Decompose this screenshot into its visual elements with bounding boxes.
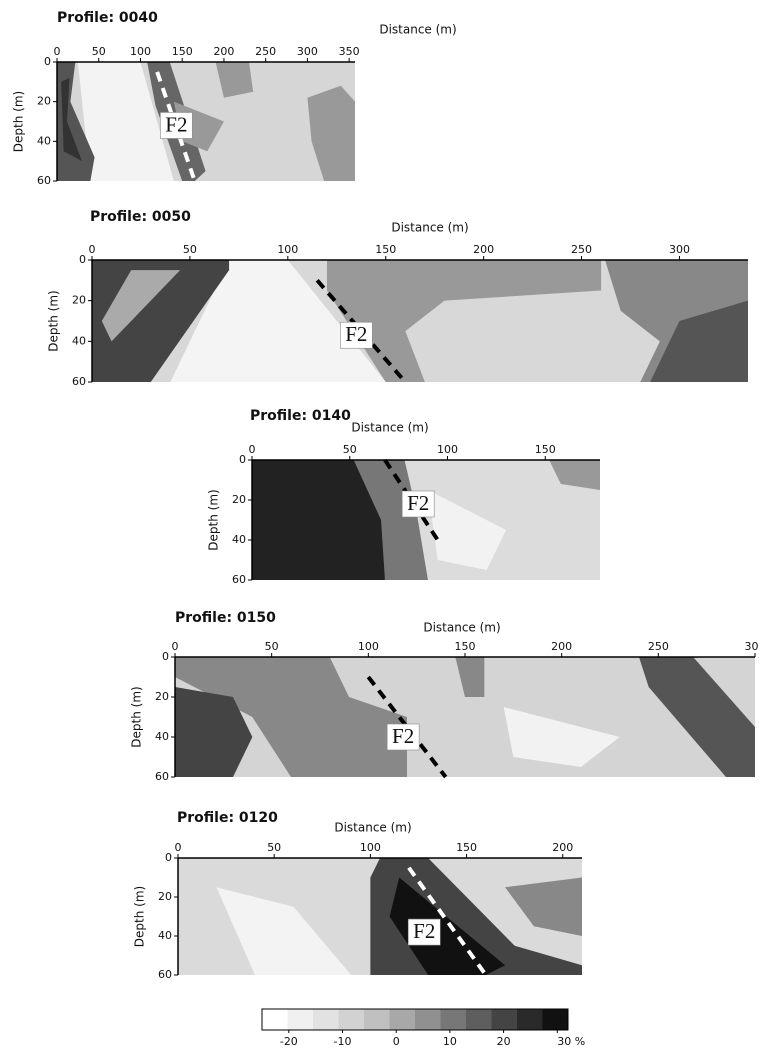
y-tick-label: 40 bbox=[232, 533, 246, 546]
x-axis-label: Distance (m) bbox=[351, 421, 428, 435]
colorbar-tick-label: 0 bbox=[393, 1035, 400, 1048]
x-tick-label: 150 bbox=[455, 640, 476, 653]
profile-panel: F2 Profile: 0150 Distance (m) Depth (m) 0 50 1… bbox=[130, 610, 759, 783]
panel-title: Profile: 0120 bbox=[177, 810, 278, 826]
colorbar-swatch bbox=[262, 1009, 288, 1030]
colorbar-swatch bbox=[339, 1009, 365, 1030]
y-tick-label: 20 bbox=[232, 493, 246, 506]
panel-title: Profile: 0150 bbox=[175, 610, 276, 626]
x-tick-label: 100 bbox=[437, 443, 458, 456]
x-tick-label: 100 bbox=[277, 243, 298, 256]
colorbar-swatch bbox=[517, 1009, 543, 1030]
colorbar-tick-label: 30 % bbox=[557, 1035, 585, 1048]
x-tick-label: 0 bbox=[172, 640, 179, 653]
x-axis-label: Distance (m) bbox=[423, 621, 500, 635]
colorbar-swatch bbox=[543, 1009, 569, 1030]
y-tick-label: 0 bbox=[44, 55, 51, 68]
x-tick-label: 0 bbox=[175, 841, 182, 854]
y-tick-label: 40 bbox=[158, 929, 172, 942]
x-tick-label: 300 bbox=[669, 243, 690, 256]
profile-panel: F2 Profile: 0120 Distance (m) Depth (m) 0 50 1… bbox=[133, 810, 583, 981]
annotation: F2 bbox=[345, 322, 367, 346]
colorbar-swatch bbox=[441, 1009, 467, 1030]
y-tick-label: 20 bbox=[158, 890, 172, 903]
x-tick-label: 200 bbox=[213, 45, 234, 58]
colorbar-swatch bbox=[288, 1009, 314, 1030]
y-tick-label: 60 bbox=[232, 573, 246, 586]
y-tick-label: 20 bbox=[72, 294, 86, 307]
x-tick-label: 300 bbox=[297, 45, 318, 58]
annotation: F2 bbox=[165, 112, 187, 136]
x-tick-label: 50 bbox=[267, 841, 281, 854]
x-tick-label: 200 bbox=[473, 243, 494, 256]
x-tick-label: 350 bbox=[339, 45, 360, 58]
y-tick-label: 20 bbox=[37, 95, 51, 108]
y-tick-label: 60 bbox=[158, 968, 172, 981]
y-tick-label: 60 bbox=[37, 174, 51, 187]
x-tick-label: 150 bbox=[375, 243, 396, 256]
x-tick-label: 300 bbox=[745, 640, 759, 653]
x-tick-label: 150 bbox=[456, 841, 477, 854]
x-tick-label: 250 bbox=[571, 243, 592, 256]
x-tick-label: 50 bbox=[343, 443, 357, 456]
x-tick-label: 0 bbox=[89, 243, 96, 256]
panel-title: Profile: 0140 bbox=[250, 408, 351, 424]
colorbar-swatch bbox=[364, 1009, 390, 1030]
y-tick-label: 60 bbox=[155, 770, 169, 783]
y-axis-label: Depth (m) bbox=[130, 686, 144, 747]
colorbar-swatch bbox=[390, 1009, 416, 1030]
colorbar-tick-label: 10 bbox=[443, 1035, 457, 1048]
x-tick-label: 100 bbox=[358, 640, 379, 653]
y-axis-label: Depth (m) bbox=[47, 290, 61, 351]
x-axis-label: Distance (m) bbox=[334, 821, 411, 835]
x-axis-label: Distance (m) bbox=[391, 221, 468, 235]
x-tick-label: 200 bbox=[551, 640, 572, 653]
profile-panel: F2 Profile: 0040 Distance (m) Depth (m) 0 50 1… bbox=[12, 10, 457, 187]
annotation: F2 bbox=[407, 491, 429, 515]
colorbar-swatch bbox=[415, 1009, 441, 1030]
x-axis-label: Distance (m) bbox=[379, 23, 456, 37]
colorbar-tick-label: -10 bbox=[334, 1035, 352, 1048]
y-tick-label: 60 bbox=[72, 375, 86, 388]
x-tick-label: 0 bbox=[54, 45, 61, 58]
x-tick-label: 250 bbox=[648, 640, 669, 653]
y-tick-label: 40 bbox=[37, 134, 51, 147]
y-tick-label: 20 bbox=[155, 690, 169, 703]
colorbar-swatch bbox=[492, 1009, 518, 1030]
x-tick-label: 0 bbox=[249, 443, 256, 456]
x-tick-label: 50 bbox=[183, 243, 197, 256]
x-tick-label: 150 bbox=[535, 443, 556, 456]
x-tick-label: 150 bbox=[172, 45, 193, 58]
y-tick-label: 40 bbox=[72, 334, 86, 347]
profile-panel: F2 Profile: 0050 Distance (m) Depth (m) 0 50 1… bbox=[47, 209, 749, 388]
x-tick-label: 250 bbox=[255, 45, 276, 58]
y-axis-label: Depth (m) bbox=[133, 886, 147, 947]
y-tick-label: 0 bbox=[165, 851, 172, 864]
y-axis-label: Depth (m) bbox=[207, 489, 221, 550]
y-axis-label: Depth (m) bbox=[12, 91, 26, 152]
panel-title: Profile: 0050 bbox=[90, 209, 191, 225]
annotation: F2 bbox=[413, 919, 435, 943]
y-tick-label: 40 bbox=[155, 730, 169, 743]
annotation: F2 bbox=[392, 724, 414, 748]
x-tick-label: 50 bbox=[92, 45, 106, 58]
colorbar-tick-label: -20 bbox=[280, 1035, 298, 1048]
y-tick-label: 0 bbox=[239, 453, 246, 466]
colorbar-swatch bbox=[466, 1009, 492, 1030]
y-tick-label: 0 bbox=[79, 253, 86, 266]
y-tick-label: 0 bbox=[162, 650, 169, 663]
panel-title: Profile: 0040 bbox=[57, 10, 158, 26]
colorbar-swatch bbox=[313, 1009, 339, 1030]
x-tick-label: 100 bbox=[130, 45, 151, 58]
x-tick-label: 100 bbox=[360, 841, 381, 854]
x-tick-label: 200 bbox=[552, 841, 573, 854]
colorbar-tick-label: 20 bbox=[497, 1035, 511, 1048]
x-tick-label: 50 bbox=[265, 640, 279, 653]
